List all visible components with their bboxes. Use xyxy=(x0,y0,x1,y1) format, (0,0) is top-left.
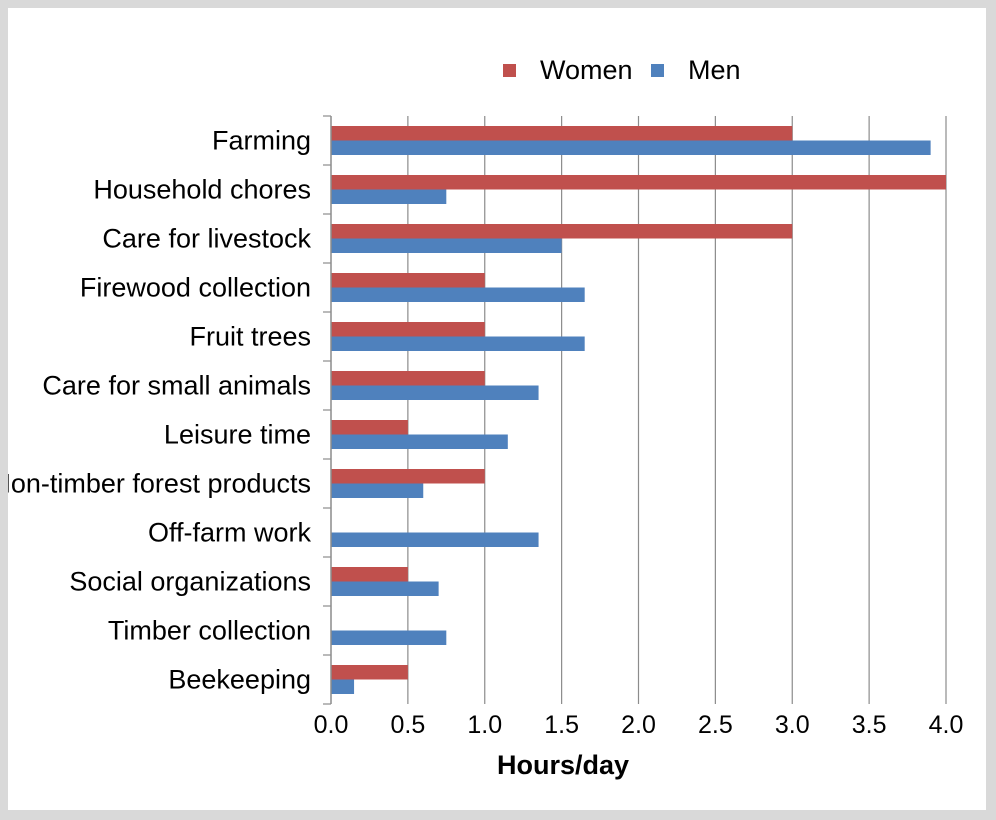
x-tick-label: 4.0 xyxy=(929,711,964,739)
x-tick-label: 3.5 xyxy=(852,711,887,739)
bar-chart: Farming Household chores Care for livestoc… xyxy=(8,55,964,780)
category-label: Farming xyxy=(212,126,311,156)
bar-women xyxy=(331,371,485,386)
x-tick-label: 2.5 xyxy=(698,711,733,739)
category-label: Firewood collection xyxy=(80,273,311,303)
bar-men xyxy=(331,434,508,449)
bar-women xyxy=(331,322,485,337)
bar-men xyxy=(331,630,447,645)
x-tick-label: 0.5 xyxy=(390,711,425,739)
x-tick-label: 2.0 xyxy=(621,711,656,739)
category-label: Off-farm work xyxy=(148,518,312,548)
legend-label-women: Women xyxy=(540,55,633,85)
category-label: Care for livestock xyxy=(102,224,311,254)
legend: Women Men xyxy=(503,55,741,85)
bar-women xyxy=(331,224,793,239)
bar-women xyxy=(331,175,946,190)
category-label: Beekeeping xyxy=(168,665,311,695)
category-labels: Farming Household chores Care for livestoc… xyxy=(8,126,311,695)
legend-swatch-women xyxy=(503,64,516,77)
bar-men xyxy=(331,189,447,204)
bar-men xyxy=(331,679,355,694)
x-tick-label: 1.0 xyxy=(467,711,502,739)
category-label: Care for small animals xyxy=(42,371,311,401)
bar-men xyxy=(331,238,562,253)
bar-men xyxy=(331,140,931,155)
bar-men xyxy=(331,385,539,400)
category-label: Fruit trees xyxy=(189,322,311,352)
axes xyxy=(323,115,332,705)
bar-men xyxy=(331,581,439,596)
bar-women xyxy=(331,665,408,680)
x-tick-label: 1.5 xyxy=(544,711,579,739)
bar-men xyxy=(331,287,585,302)
legend-swatch-men xyxy=(651,64,664,77)
category-label: Household chores xyxy=(93,175,311,205)
bar-women xyxy=(331,469,485,484)
bars xyxy=(331,126,946,694)
bar-men xyxy=(331,532,539,547)
x-axis-title: Hours/day xyxy=(497,750,629,780)
x-tick-label: 0.0 xyxy=(314,711,349,739)
bar-women xyxy=(331,126,793,141)
x-tick-label: 3.0 xyxy=(775,711,810,739)
legend-label-men: Men xyxy=(688,55,741,85)
bar-women xyxy=(331,420,408,435)
category-label: Timber collection xyxy=(108,616,311,646)
category-label: Leisure time xyxy=(164,420,311,450)
gridlines xyxy=(407,116,947,704)
chart-frame: Farming Household chores Care for livestoc… xyxy=(8,8,986,810)
category-label: Non-timber forest products xyxy=(8,469,311,499)
bar-women xyxy=(331,567,408,582)
x-tick-labels: 0.0 0.5 1.0 1.5 2.0 2.5 3.0 3.5 4.0 xyxy=(314,711,964,739)
bar-men xyxy=(331,336,585,351)
category-label: Social organizations xyxy=(69,567,311,597)
bar-women xyxy=(331,273,485,288)
bar-men xyxy=(331,483,424,498)
